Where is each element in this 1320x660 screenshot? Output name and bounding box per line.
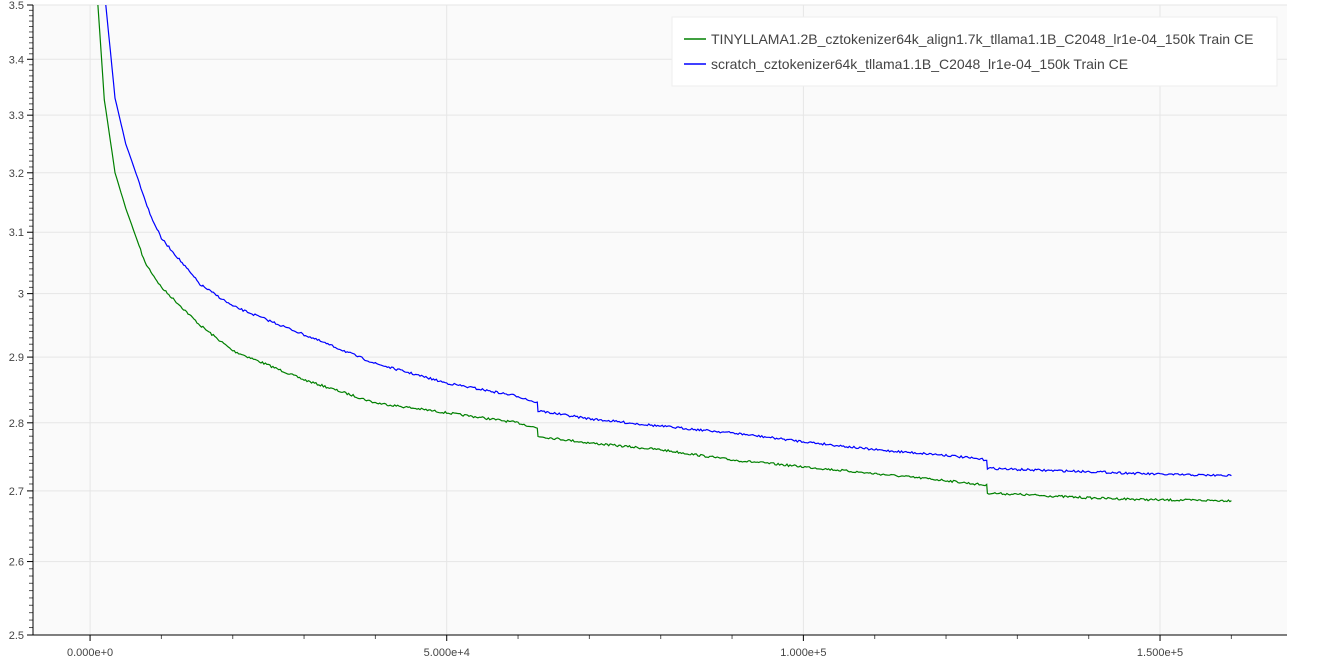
y-tick-label: 2.8 — [9, 418, 24, 430]
x-tick-label: 1.000e+5 — [780, 647, 826, 659]
series-lines — [97, 5, 1232, 503]
y-tick-label: 2.6 — [9, 557, 24, 569]
axes: 2.5 2.6 2.7 2.8 2.9 3 3.1 3.2 3.3 3.4 3.5 0.000e+0 5… — [9, 0, 1287, 659]
y-tick-label: 3.4 — [9, 54, 24, 66]
legend: TINYLLAMA1.2B_cztokenizer64k_align1.7k_t… — [671, 16, 1278, 87]
plot-background — [33, 5, 1287, 635]
series-line-1 — [105, 5, 1232, 477]
x-tick-label: 5.000e+4 — [424, 647, 470, 659]
y-tick-label: 3.1 — [9, 227, 24, 239]
series-line-0 — [97, 5, 1232, 503]
y-tick-label: 3.2 — [9, 168, 24, 180]
legend-box — [671, 16, 1278, 87]
legend-label-1: scratch_cztokenizer64k_tllama1.1B_C2048_… — [711, 56, 1128, 72]
y-tick-label: 2.9 — [9, 352, 24, 364]
legend-label-0: TINYLLAMA1.2B_cztokenizer64k_align1.7k_t… — [711, 31, 1253, 47]
grid — [33, 4, 1287, 636]
y-tick-label: 3.5 — [9, 0, 24, 12]
y-tick-label: 3.3 — [9, 110, 24, 122]
y-tick-label: 2.7 — [9, 486, 24, 498]
y-tick-label: 3 — [18, 289, 24, 301]
x-tick-label: 1.500e+5 — [1137, 647, 1183, 659]
x-tick-label: 0.000e+0 — [67, 647, 113, 659]
y-tick-label: 2.5 — [9, 630, 24, 642]
